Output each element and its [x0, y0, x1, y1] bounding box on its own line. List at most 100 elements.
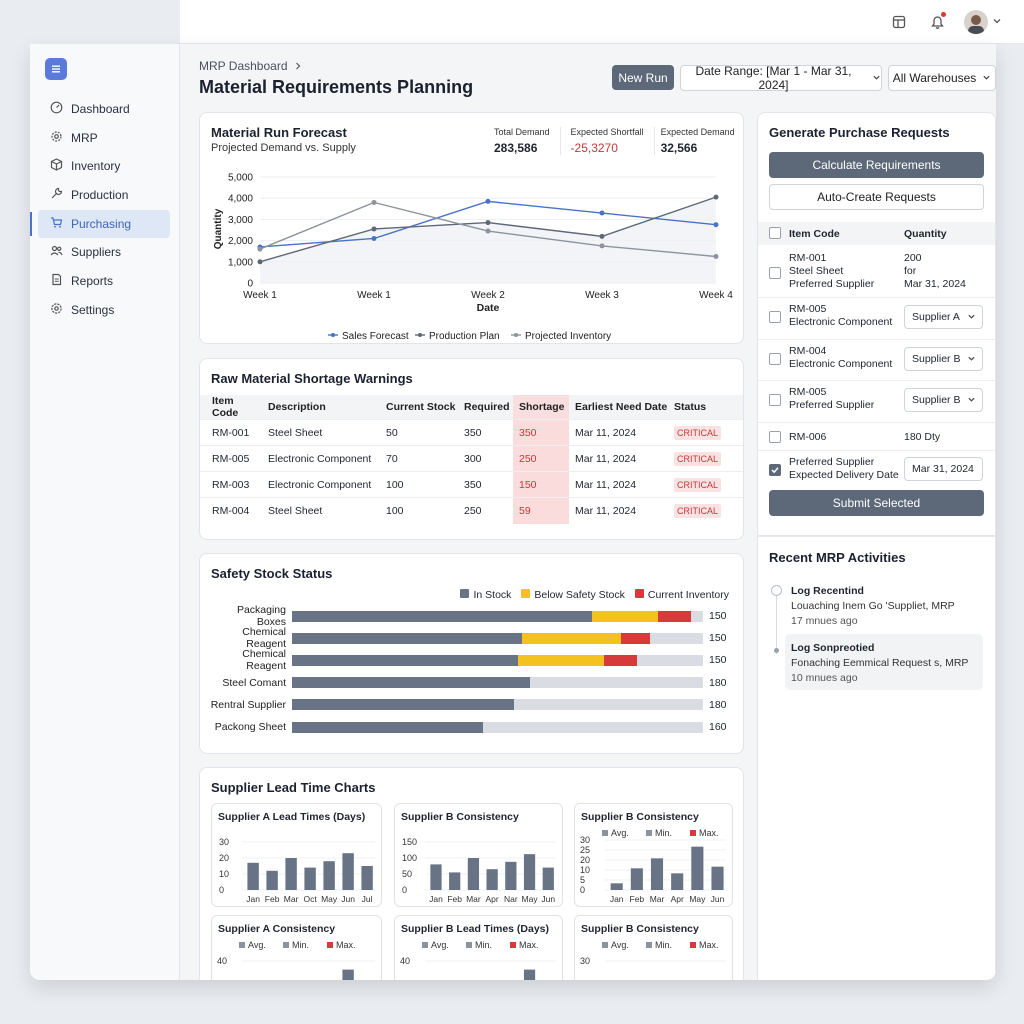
data-point [713, 194, 719, 200]
submit-selected-button[interactable]: Submit Selected [769, 490, 984, 516]
activity-item[interactable]: Log Sonpreotied Fonaching Eemmical Reque… [791, 642, 968, 684]
calculate-requirements-button[interactable]: Calculate Requirements [769, 152, 984, 178]
bar-segment [522, 632, 621, 644]
legend-label: Max. [699, 828, 719, 838]
legend-label: Avg. [611, 828, 629, 838]
supplier-select[interactable]: Supplier B [904, 388, 983, 412]
y-tick-label: 1,000 [228, 257, 253, 268]
legend-swatch [634, 589, 644, 598]
bar [266, 870, 278, 890]
data-point [485, 198, 491, 204]
bar-row: Packong Sheet 160 [208, 720, 727, 734]
purchase-row[interactable]: RM-005 Electronic Component Supplier A [758, 297, 995, 338]
layout-icon[interactable] [888, 11, 910, 33]
sidebar-item-dashboard[interactable]: Dashboard [38, 95, 170, 123]
row-quantity: Mar 31, 2024 [904, 278, 966, 290]
bar [247, 862, 259, 890]
row-checkbox[interactable] [769, 464, 781, 476]
supplier-select[interactable]: Supplier B [904, 347, 983, 371]
table-cell: Electronic Component [262, 471, 380, 498]
purchase-row[interactable]: RM-001 Steel Sheet Preferred Supplier 200 fo… [758, 247, 995, 295]
y-tick-label: 30 [400, 979, 410, 980]
sidebar-item-purchasing[interactable]: Purchasing [30, 209, 170, 238]
row-checkbox[interactable] [769, 311, 781, 323]
table-cell: CRITICAL [668, 445, 743, 472]
gauge-icon [50, 101, 63, 117]
column-header: Status [668, 395, 743, 420]
main-content: MRP Dashboard Material Requirements Plan… [180, 44, 996, 980]
table-row[interactable]: RM-001 Steel Sheet 50 350 350 Mar 11, 2024 CRI… [200, 419, 743, 446]
new-run-button[interactable]: New Run [612, 65, 674, 90]
activity-desc: Fonaching Eemmical Request s, MRP [791, 657, 969, 669]
select-all-checkbox[interactable] [769, 227, 781, 239]
table-row[interactable]: RM-005 Electronic Component 70 300 250 Mar 11… [200, 445, 743, 472]
auto-create-requests-button[interactable]: Auto-Create Requests [769, 184, 984, 210]
lead-time-card: Supplier Lead Time Charts Supplier A Lea… [199, 767, 744, 980]
legend-marker [514, 333, 518, 337]
column-header: Earliest Need Date [569, 395, 668, 420]
sidebar-item-production[interactable]: Production [38, 181, 170, 209]
activity-item[interactable]: Log Recentind Louaching Inem Go 'Supplie… [791, 585, 955, 627]
timeline-line [776, 592, 777, 654]
supplier-select[interactable]: Supplier A [904, 305, 983, 329]
forecast-title: Material Run Forecast [211, 125, 347, 140]
col-item-code: Item Code [789, 228, 840, 240]
select-value: Supplier B [912, 394, 961, 406]
table-cell: CRITICAL [668, 497, 743, 524]
row-checkbox[interactable] [769, 431, 781, 443]
y-tick-label: 30 [580, 956, 590, 966]
sidebar-item-reports[interactable]: Reports [38, 267, 170, 295]
table-row[interactable]: RM-003 Electronic Component 100 350 150 Mar 1… [200, 471, 743, 498]
bell-icon[interactable] [926, 11, 948, 33]
timeline-dot-icon [771, 585, 782, 596]
app-logo-icon[interactable] [45, 58, 67, 80]
y-tick-label: 30 [580, 835, 590, 845]
row-text: RM-005 [789, 303, 827, 315]
row-checkbox[interactable] [769, 394, 781, 406]
date-range-select[interactable]: Date Range: [Mar 1 - Mar 31, 2024] [680, 64, 882, 92]
y-tick-label: 5,000 [228, 173, 253, 184]
bar-segment [657, 610, 691, 622]
purchase-row[interactable]: Preferred Supplier Expected Delivery Date… [758, 450, 995, 488]
breadcrumb-link[interactable]: MRP Dashboard [199, 59, 288, 73]
sidebar-item-settings[interactable]: Settings [38, 296, 170, 324]
row-checkbox[interactable] [769, 353, 781, 365]
top-bar [180, 0, 1024, 44]
y-tick-label: 10 [219, 869, 229, 879]
warehouse-select[interactable]: All Warehouses [888, 65, 996, 91]
row-text: Steel Sheet [789, 265, 844, 277]
chevron-down-icon[interactable] [992, 13, 1002, 31]
kpi-value: 32,566 [660, 141, 698, 155]
legend-item: Below Safety Stock [521, 589, 625, 601]
row-checkbox[interactable] [769, 267, 781, 279]
delivery-date-input[interactable]: Mar 31, 2024 [904, 457, 983, 481]
sidebar-item-inventory[interactable]: Inventory [38, 152, 170, 180]
mini-chart: Supplier B Consistency 150 100 50 0 Jan Feb Mar… [394, 803, 563, 907]
sidebar-item-mrp[interactable]: MRP [38, 124, 170, 152]
legend-label: Avg. [431, 940, 449, 950]
chevron-right-icon [294, 59, 302, 73]
bar [505, 861, 517, 890]
table-cell: Electronic Component [262, 445, 380, 472]
avatar[interactable] [964, 10, 988, 34]
purchase-row[interactable]: RM-006 180 Dty [758, 422, 995, 450]
row-text: Preferred Supplier [789, 456, 875, 468]
y-tick-label: 40 [400, 956, 410, 966]
legend-swatch [422, 942, 428, 948]
bar [323, 861, 335, 890]
purchase-row[interactable]: RM-004 Electronic Component Supplier B [758, 339, 995, 380]
mini-chart-title: Supplier B Consistency [401, 811, 519, 823]
y-tick-label: 4,000 [228, 194, 253, 205]
column-header: Required [458, 395, 513, 420]
bar [304, 867, 316, 890]
table-header-row: Item Code Description Current Stock Require… [200, 395, 743, 420]
bar-label: Chemical Reagent [242, 626, 286, 651]
sidebar-item-suppliers[interactable]: Suppliers [38, 238, 170, 266]
table-cell: 250 [458, 497, 513, 524]
data-point [599, 210, 605, 216]
row-quantity: 180 Dty [904, 431, 941, 443]
purchase-row[interactable]: RM-005 Preferred Supplier Supplier B [758, 380, 995, 421]
shortage-table: Item Code Description Current Stock Require… [200, 395, 743, 524]
activity-item-highlight [785, 634, 983, 690]
table-row[interactable]: RM-004 Steel Sheet 100 250 59 Mar 11, 2024 CRI… [200, 497, 743, 524]
